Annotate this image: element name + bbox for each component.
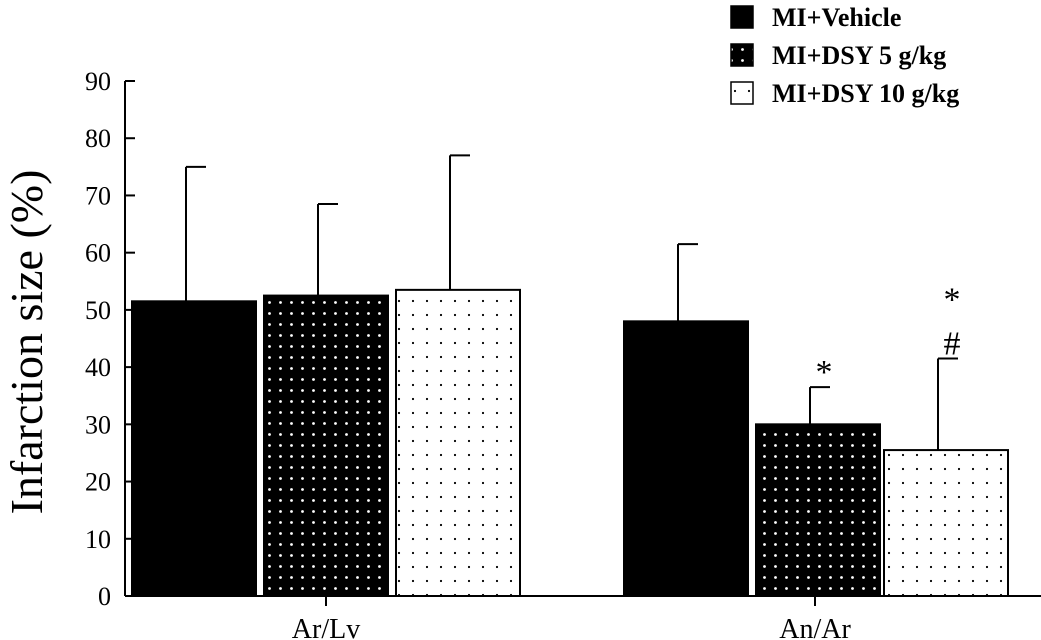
legend-swatch-mi-dsy-10-g-kg [730,81,754,105]
y-tick-label: 70 [85,181,111,210]
bars [131,288,1009,598]
annotations: * * # [816,282,961,392]
significance-mark: * [816,354,833,391]
legend: MI+Vehicle MI+DSY 5 g/kg MI+DSY 10 g/kg [730,3,959,108]
significance-mark: * [944,282,961,319]
legend-label-mi-dsy-10-g-kg: MI+DSY 10 g/kg [772,79,959,108]
y-tick-label: 90 [85,67,111,96]
x-tick-label: Ar/Lv [292,614,360,640]
legend-label-mi-dsy-5-g-kg: MI+DSY 5 g/kg [772,41,946,70]
y-tick-label: 50 [85,296,111,325]
bar-mi-dsy-5-g-kg-an-ar [755,423,881,598]
legend-label-mi-vehicle: MI+Vehicle [772,3,901,32]
bar-mi-dsy-10-g-kg-ar-lv [395,288,521,597]
bar-mi-vehicle-an-ar [623,320,749,597]
legend-swatch-mi-vehicle [730,5,754,29]
bar-mi-dsy-10-g-kg-an-ar [883,449,1009,598]
bar-mi-dsy-5-g-kg-ar-lv [263,294,389,597]
y-axis-label: Infarction size (%) [1,170,52,515]
significance-mark: # [944,326,961,363]
y-tick-label: 40 [85,353,111,382]
x-tick-label: An/Ar [779,614,851,640]
y-tick-label: 0 [98,582,111,611]
legend-swatch-mi-dsy-5-g-kg [730,43,754,67]
y-tick-label: 60 [85,239,111,268]
y-tick-label: 30 [85,410,111,439]
y-tick-label: 20 [85,468,111,497]
y-tick-label: 80 [85,124,111,153]
y-tick-label: 10 [85,525,111,554]
bar-mi-vehicle-ar-lv [131,300,257,597]
error-bars [185,154,958,451]
